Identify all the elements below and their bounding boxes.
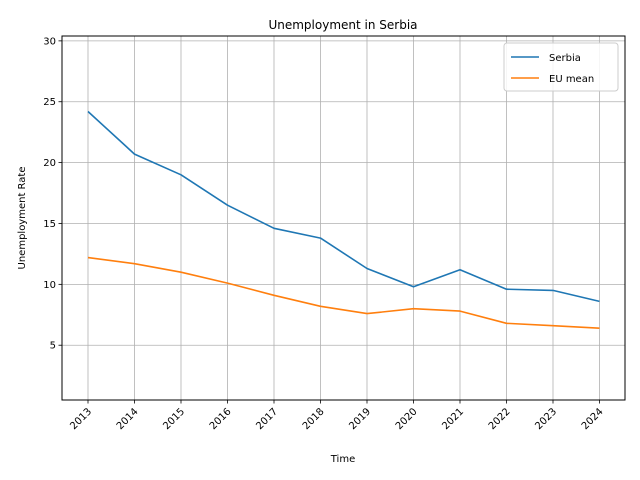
series-line-eu-mean (87, 256, 600, 329)
chart-title: Unemployment in Serbia (268, 18, 417, 32)
legend: Serbia EU mean (503, 42, 619, 92)
y-tick-label: 5 (50, 341, 56, 352)
y-tick-label: 30 (43, 36, 56, 47)
series-line-serbia (87, 110, 600, 303)
y-tick-label: 20 (43, 158, 56, 169)
y-tick-label: 15 (43, 219, 56, 230)
y-axis-label: Unemployment Rate (17, 167, 28, 270)
plot-frame (61, 35, 626, 401)
legend-label-eu-mean: EU mean (549, 74, 594, 85)
series-layer (87, 110, 600, 329)
grid-lines (62, 36, 625, 400)
y-tick-label: 10 (43, 280, 56, 291)
y-axis: 5 10 15 20 25 30 (43, 36, 62, 352)
legend-label-serbia: Serbia (549, 53, 581, 64)
legend-box (503, 42, 619, 92)
x-axis-label: Time (330, 454, 355, 465)
y-tick-label: 25 (43, 97, 56, 108)
